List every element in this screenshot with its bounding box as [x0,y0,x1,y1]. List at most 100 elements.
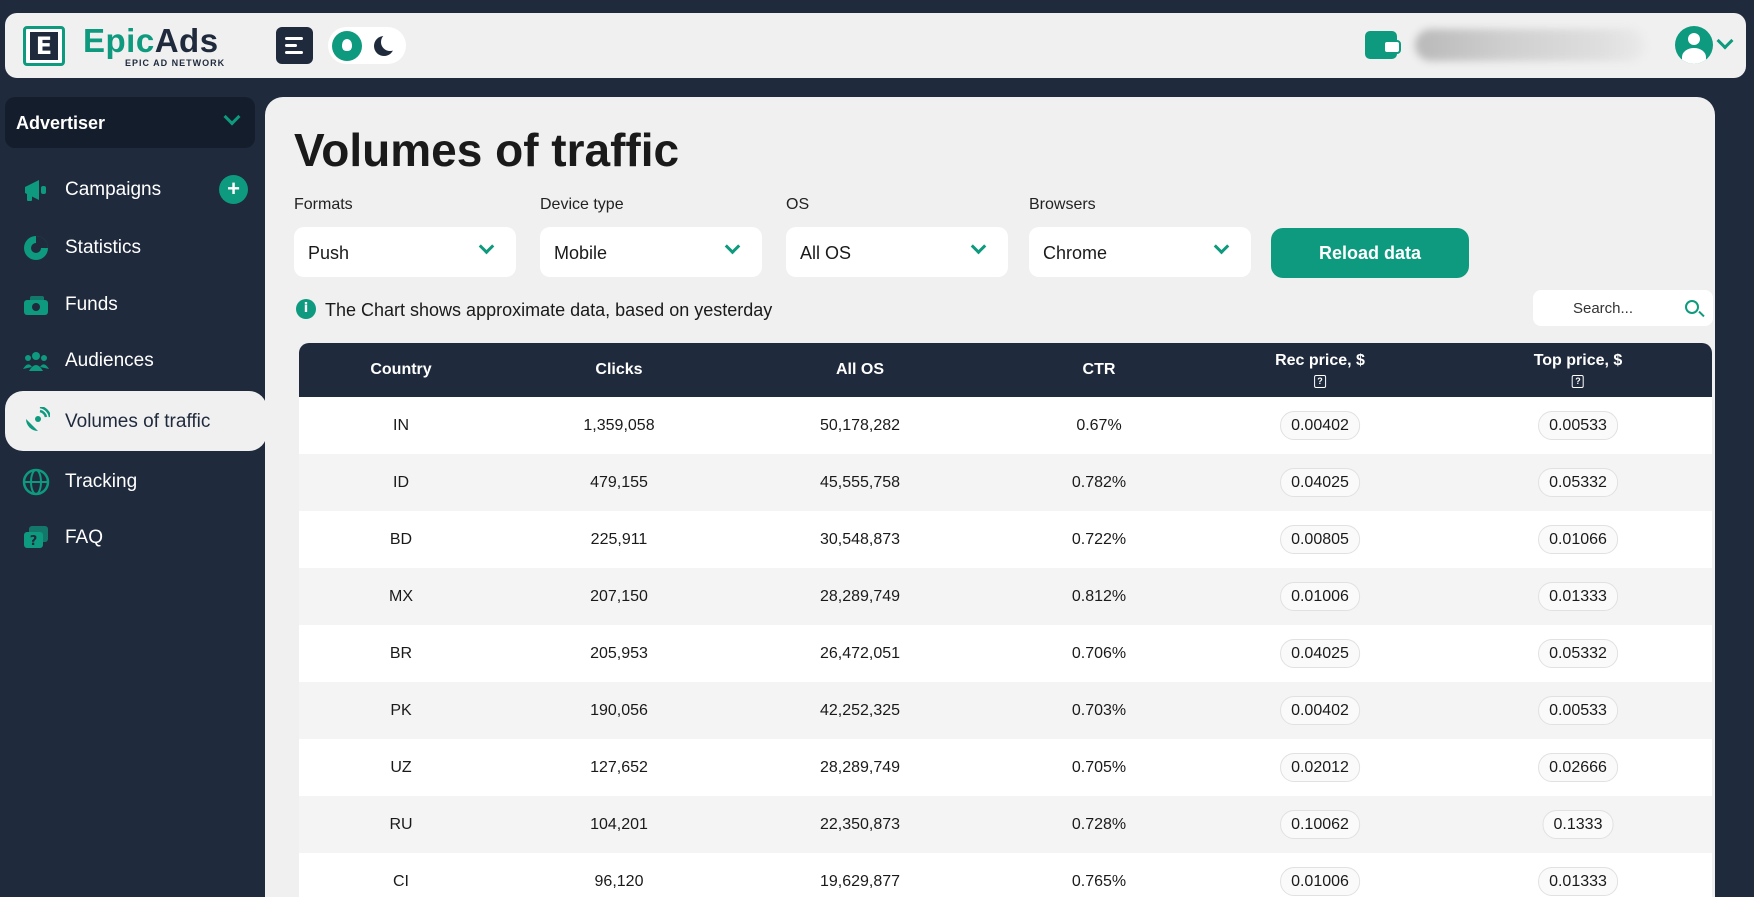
table-row: MX 207,150 28,289,749 0.812% 0.01006 0.01333 [299,568,1712,625]
logo-epic: Epic [83,22,155,59]
cell-ctr: 0.812% [1071,588,1127,605]
table-row: CI 96,120 19,629,877 0.765% 0.01006 0.01333 [299,853,1712,897]
sidebar-item-statistics[interactable]: Statistics [5,220,265,276]
theme-toggle[interactable] [328,27,406,64]
table-row: PK 190,056 42,252,325 0.703% 0.00402 0.00533 [299,682,1712,739]
svg-text:?: ? [30,534,38,549]
sidebar-item-funds[interactable]: Funds [5,277,265,333]
main-content: Volumes of traffic Formats Push Device t… [265,97,1715,897]
cell-clicks: 205,953 [590,645,648,662]
add-campaign-button[interactable]: + [219,175,248,204]
cell-ctr: 0.703% [1071,702,1127,719]
device-type-value: Mobile [554,243,608,263]
cell-clicks: 1,359,058 [583,417,655,434]
logo-wordmark[interactable]: EpicAds [83,22,219,59]
sidebar-item-label: Tracking [65,471,138,492]
chevron-down-icon [223,108,241,126]
cell-rec-price: 0.00402 [1280,696,1360,725]
column-header-label: Country [370,361,432,378]
formats-value: Push [308,243,350,263]
cell-top-price: 0.05332 [1538,468,1618,497]
formats-select[interactable]: Push [294,227,516,277]
column-header-country[interactable]: Country [370,343,431,397]
logo-letter: E [30,32,58,60]
sidebar-item-faq[interactable]: ? FAQ [5,510,265,566]
column-header-label: Top price, $ [1533,352,1623,369]
cell-ctr: 0.67% [1076,417,1122,434]
sidebar-item-volumes-of-traffic[interactable]: Volumes of traffic [5,391,267,451]
cell-top-price: 0.00533 [1538,411,1618,440]
users-icon [23,352,49,371]
table-row: BD 225,911 30,548,873 0.722% 0.00805 0.01066 [299,511,1712,568]
info-text: The Chart shows approximate data, based … [325,300,773,320]
column-header-label: Rec price, $ [1275,352,1365,369]
cell-all-os: 26,472,051 [819,645,901,662]
cell-top-price: 0.1333 [1542,810,1614,839]
sidebar-item-label: FAQ [65,527,104,548]
cell-country: CI [393,873,409,890]
cell-all-os: 22,350,873 [819,816,901,833]
cell-all-os: 19,629,877 [819,873,901,890]
sidebar-item-campaigns[interactable]: Campaigns [5,162,265,218]
browsers-select[interactable]: Chrome [1029,227,1251,277]
browsers-label: Browsers [1029,196,1096,213]
cell-top-price: 0.02666 [1538,753,1618,782]
cell-clicks: 479,155 [590,474,648,491]
os-select[interactable]: All OS [786,227,1008,277]
satellite-icon [26,407,50,431]
cell-ctr: 0.782% [1071,474,1127,491]
menu-icon[interactable] [276,27,313,64]
chevron-down-icon [1213,238,1230,255]
chevron-down-icon [478,238,495,255]
logo-mark[interactable]: E [23,26,65,66]
cell-all-os: 45,555,758 [819,474,901,491]
column-header-clicks[interactable]: Clicks [595,343,642,397]
cell-country: BD [389,531,413,548]
table-body: IN 1,359,058 50,178,282 0.67% 0.00402 0.00533… [299,397,1712,897]
cell-country: PK [390,702,412,719]
sidebar-item-label: Statistics [65,237,142,258]
cell-all-os: 50,178,282 [819,417,901,434]
cell-country: UZ [390,759,412,776]
megaphone-icon [25,180,46,201]
help-icon[interactable]: ? [1571,375,1584,388]
column-header-all-os[interactable]: All OS [836,343,884,397]
column-header-rec-price[interactable]: Rec price, $? [1275,343,1365,397]
cell-country: ID [393,474,409,491]
cell-rec-price: 0.01006 [1280,867,1360,896]
cell-rec-price: 0.10062 [1280,810,1360,839]
column-header-label: All OS [835,361,885,378]
sidebar-item-label: Campaigns [65,179,162,200]
column-header-ctr[interactable]: CTR [1083,343,1116,397]
cell-clicks: 104,201 [590,816,648,833]
sidebar-item-label: Audiences [65,350,154,371]
chevron-down-icon [970,238,987,255]
wallet-icon[interactable] [1365,31,1401,59]
user-avatar-icon[interactable] [1675,26,1713,64]
cell-ctr: 0.706% [1071,645,1127,662]
top-header: E EpicAds EPIC AD NETWORK [5,13,1746,78]
sidebar-item-tracking[interactable]: Tracking [5,454,265,510]
chevron-down-icon[interactable] [1716,32,1734,50]
lightbulb-icon[interactable] [332,31,362,61]
os-value: All OS [800,243,852,263]
search-icon[interactable] [1685,300,1699,314]
sidebar-item-audiences[interactable]: Audiences [5,333,265,389]
balance-blurred [1415,29,1645,61]
cell-clicks: 207,150 [590,588,648,605]
cell-clicks: 127,652 [590,759,648,776]
money-icon [24,296,48,315]
info-icon: i [296,299,316,319]
cell-clicks: 225,911 [590,531,648,548]
column-header-top-price[interactable]: Top price, $? [1533,343,1623,397]
traffic-table: Country Clicks All OS CTR Rec price, $? … [299,343,1712,897]
search-box[interactable] [1533,290,1713,326]
device-type-select[interactable]: Mobile [540,227,762,277]
reload-data-button[interactable]: Reload data [1271,228,1469,278]
help-icon[interactable]: ? [1313,375,1326,388]
role-select[interactable]: Advertiser [5,97,255,148]
moon-icon[interactable] [374,33,399,56]
cell-rec-price: 0.04025 [1280,468,1360,497]
table-row: IN 1,359,058 50,178,282 0.67% 0.00402 0.00533 [299,397,1712,454]
search-input[interactable] [1533,290,1673,326]
